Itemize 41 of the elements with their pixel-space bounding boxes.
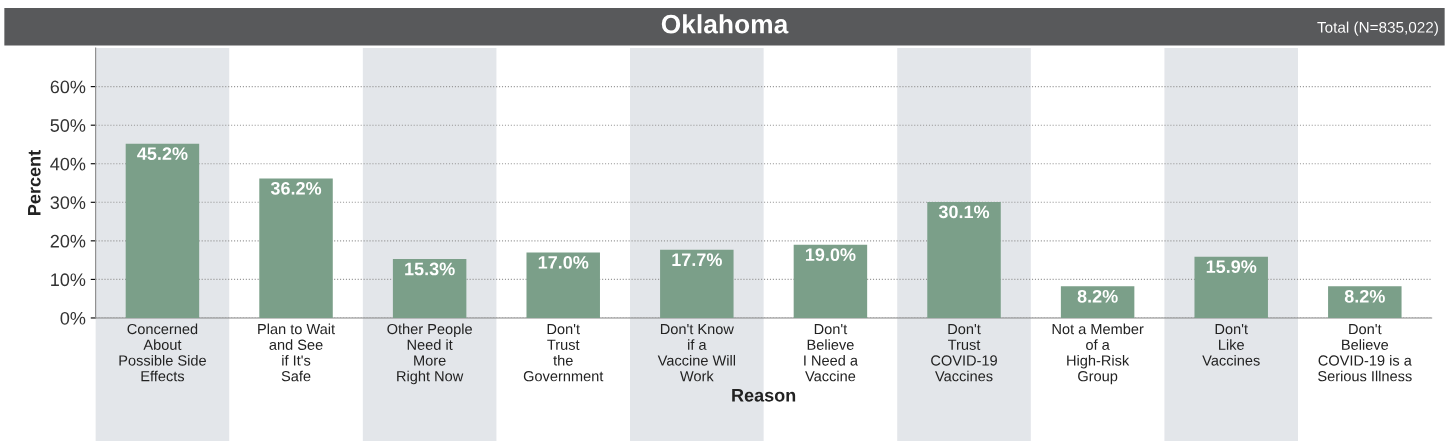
y-tick-label: 20% (50, 234, 86, 248)
y-tick-label: 30% (50, 196, 86, 210)
x-tick-label: Don't Trust the Government (523, 324, 604, 382)
chart-title: Oklahoma (661, 14, 789, 34)
x-tick-label: Don't Believe I Need a Vaccine (804, 324, 858, 382)
x-tick-label: Plan to Wait and See if It's Safe (258, 323, 335, 382)
bar (1194, 256, 1268, 318)
y-tick-label: 0% (60, 311, 86, 325)
x-tick-label: Concerned About Possible Side Effects (119, 323, 206, 382)
data-label: 8.2% (1344, 289, 1385, 303)
data-label: 19.0% (805, 248, 856, 262)
data-label: 45.2% (137, 147, 188, 161)
data-label: 36.2% (270, 181, 322, 195)
data-label: 15.3% (405, 262, 455, 276)
data-label: 17.7% (672, 253, 722, 267)
data-label: 8.2% (1077, 289, 1118, 303)
bar (1060, 286, 1135, 318)
bar (526, 252, 600, 318)
x-tick-label: Other People Need it More Right Now (387, 323, 472, 385)
bar (927, 201, 1001, 318)
y-tick-label: 10% (51, 273, 86, 287)
y-tick-label: 40% (50, 157, 86, 171)
x-tick-label: Don't Know if a Vaccine Will Work (657, 324, 736, 382)
x-axis-title: Reason (732, 389, 796, 402)
data-label: 17.0% (538, 255, 589, 269)
y-tick-label: 50% (50, 119, 86, 132)
data-label: 15.9% (1206, 260, 1257, 273)
bar (392, 258, 467, 318)
bar (259, 178, 333, 318)
x-tick-label: Don't Like Vaccines (1202, 324, 1260, 366)
x-tick-label: Don't Believe COVID-19 is a Serious Illness (1318, 324, 1412, 382)
bar (125, 143, 200, 318)
data-label: 30.1% (938, 205, 990, 219)
bar (793, 244, 868, 318)
y-tick-label: 60% (50, 80, 86, 94)
bar (1328, 286, 1402, 318)
x-tick-label: Not a Member of a High-Risk Group (1052, 323, 1144, 385)
text: Total (N=835,022) (1317, 21, 1438, 36)
x-tick-label: Don't Trust COVID-19 Vaccines (931, 324, 997, 382)
bar (660, 249, 734, 318)
y-axis-title: Percent (28, 150, 41, 215)
